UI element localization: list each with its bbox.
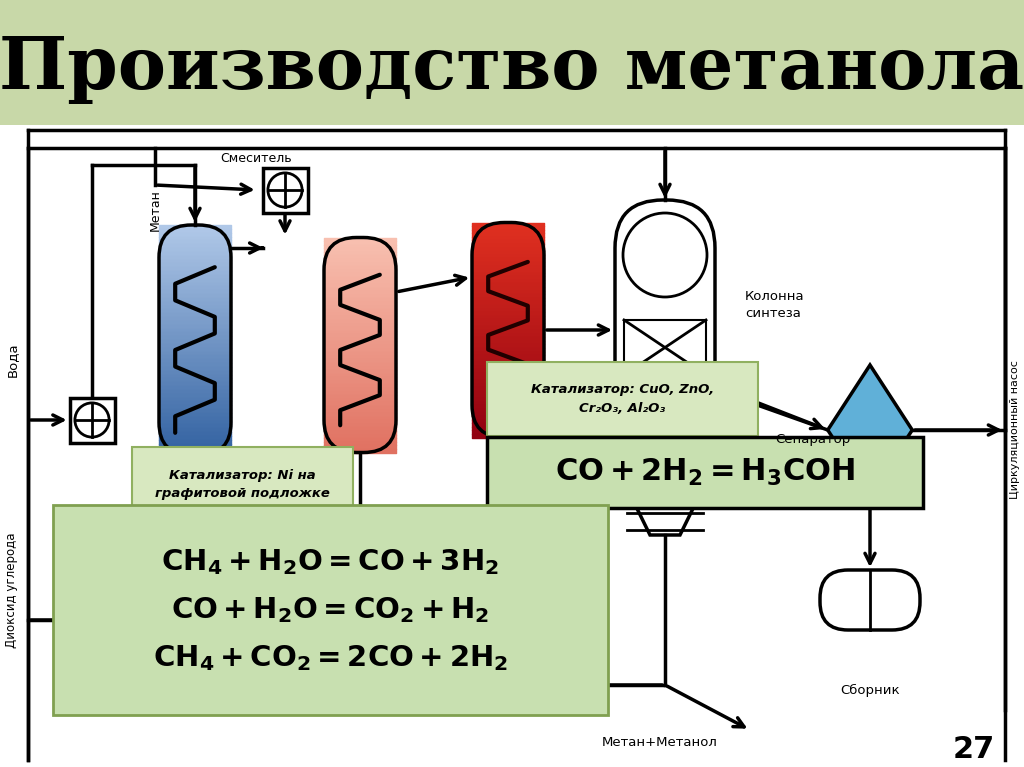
Polygon shape (827, 365, 912, 495)
Text: $\mathit{\mathbf{CH_4 + H_2O = CO + 3H_2}}$
$\mathit{\mathbf{CO + H_2O = CO_2 + : $\mathit{\mathbf{CH_4 + H_2O = CO + 3H_2… (153, 547, 508, 673)
Text: Сборник: Сборник (840, 683, 900, 696)
Text: Смеситель: Смеситель (220, 152, 292, 164)
Text: Вода: Вода (5, 343, 18, 377)
FancyBboxPatch shape (262, 167, 307, 212)
FancyBboxPatch shape (115, 536, 505, 564)
FancyBboxPatch shape (0, 125, 1024, 767)
Text: Циркуляционный насос: Циркуляционный насос (1010, 360, 1020, 499)
Text: $\mathit{\mathbf{CO + 2H_2 = H_3COH}}$: $\mathit{\mathbf{CO + 2H_2 = H_3COH}}$ (555, 457, 855, 488)
Text: Метан+Метанол: Метан+Метанол (602, 736, 718, 749)
FancyBboxPatch shape (53, 505, 608, 715)
FancyBboxPatch shape (132, 447, 353, 523)
FancyBboxPatch shape (115, 601, 505, 639)
Text: 27: 27 (952, 736, 995, 765)
Polygon shape (623, 480, 707, 535)
FancyBboxPatch shape (615, 200, 715, 480)
Text: Сепаратор: Сепаратор (775, 433, 850, 446)
FancyBboxPatch shape (70, 397, 115, 443)
FancyBboxPatch shape (487, 437, 923, 508)
Text: Колонна
синтеза: Колонна синтеза (745, 290, 805, 320)
Text: Метан: Метан (148, 189, 162, 231)
Text: Производство метанола: Производство метанола (0, 32, 1024, 104)
FancyBboxPatch shape (0, 0, 1024, 125)
FancyBboxPatch shape (487, 362, 758, 436)
Text: Диоксид углерода: Диоксид углерода (5, 532, 18, 648)
FancyBboxPatch shape (820, 570, 920, 630)
Text: Катализатор: CuO, ZnO,
Cr₂O₃, Al₂O₃: Катализатор: CuO, ZnO, Cr₂O₃, Al₂O₃ (530, 384, 714, 414)
Text: Катализатор: Ni на
графитовой подложке: Катализатор: Ni на графитовой подложке (155, 469, 330, 501)
